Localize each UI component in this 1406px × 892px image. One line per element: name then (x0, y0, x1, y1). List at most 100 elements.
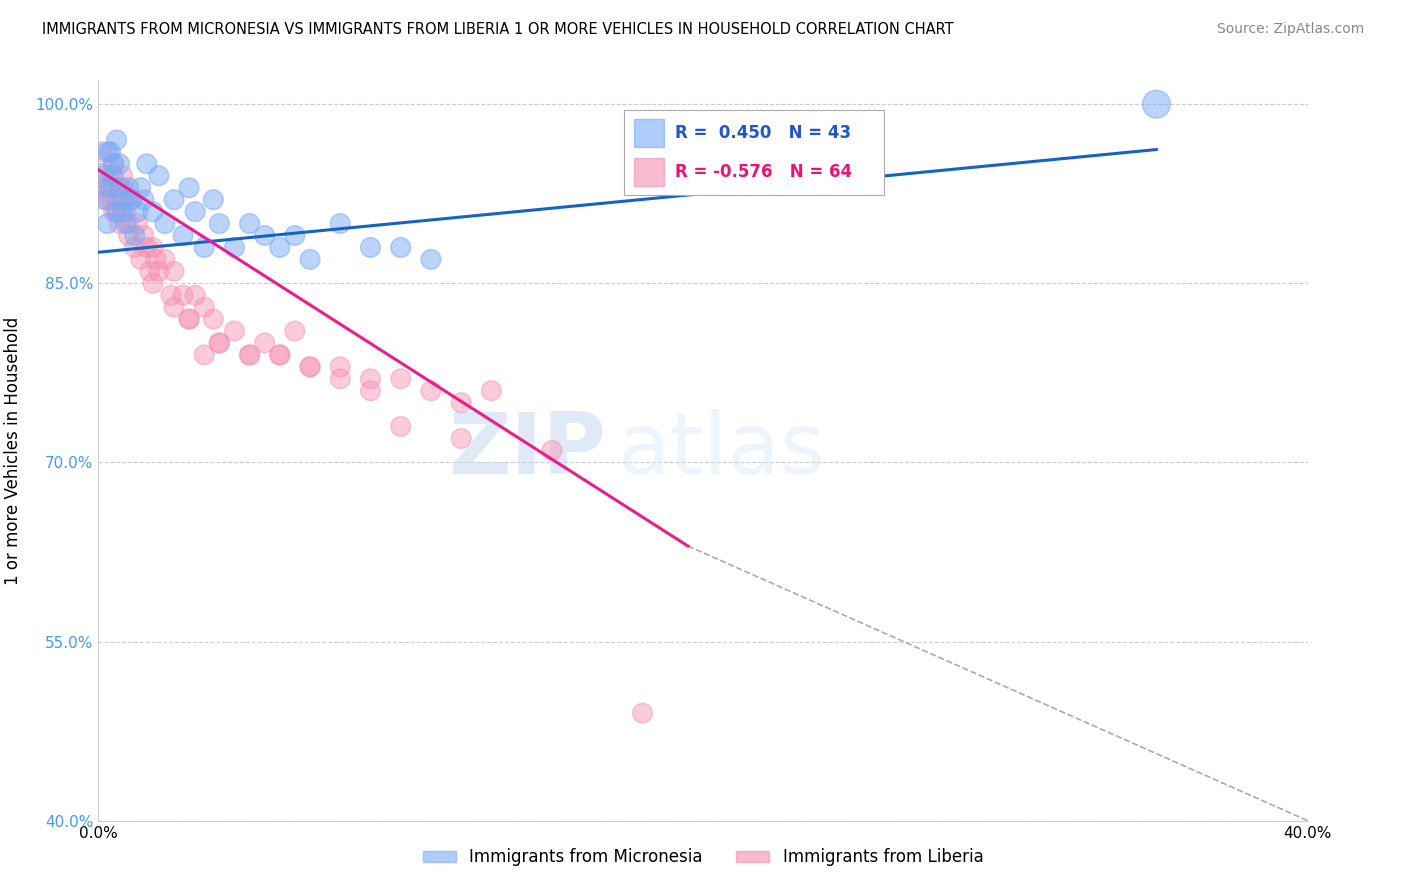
Point (193, 348, 215, 362)
Point (105, 133, 128, 147)
Point (360, 372, 382, 386)
Point (389, 419, 412, 434)
Point (108, 180, 131, 194)
Point (127, 204, 149, 219)
Point (329, 217, 352, 231)
Point (132, 228, 155, 243)
Text: R = -0.576   N = 64: R = -0.576 N = 64 (675, 163, 852, 181)
Point (284, 324, 307, 338)
Point (124, 240, 146, 254)
Point (239, 217, 262, 231)
Point (127, 217, 149, 231)
Point (148, 169, 170, 183)
Point (284, 228, 307, 243)
Point (239, 348, 262, 362)
Point (224, 240, 246, 254)
Point (111, 193, 134, 207)
Point (179, 312, 201, 326)
Point (142, 240, 165, 254)
Point (96, 193, 118, 207)
Point (163, 264, 186, 278)
Point (202, 193, 225, 207)
Point (93, 169, 115, 183)
Point (108, 217, 131, 231)
Point (193, 300, 215, 314)
Point (299, 359, 322, 374)
Point (90, 145, 112, 159)
Point (329, 372, 352, 386)
Point (269, 348, 291, 362)
Point (163, 193, 186, 207)
Point (118, 217, 141, 231)
Point (208, 336, 231, 351)
Point (253, 336, 276, 351)
Point (93, 193, 115, 207)
Point (129, 180, 152, 194)
Point (420, 384, 443, 398)
Point (114, 217, 136, 231)
Point (96, 217, 118, 231)
Text: atlas: atlas (619, 409, 827, 492)
Point (631, 706, 654, 721)
Point (253, 228, 276, 243)
Point (135, 240, 157, 254)
Point (269, 240, 291, 254)
Point (121, 193, 143, 207)
Point (105, 193, 128, 207)
Bar (634, 119, 664, 147)
Point (389, 240, 412, 254)
Point (111, 169, 134, 183)
Point (100, 169, 122, 183)
Point (100, 180, 122, 194)
Point (299, 252, 322, 267)
Point (96, 180, 118, 194)
Point (208, 336, 231, 351)
Point (163, 300, 186, 314)
Point (111, 204, 134, 219)
Point (100, 145, 122, 159)
Point (172, 228, 194, 243)
Point (121, 193, 143, 207)
Point (118, 228, 141, 243)
Point (114, 204, 136, 219)
Point (103, 204, 125, 219)
Point (148, 264, 170, 278)
Point (208, 217, 231, 231)
Legend: Immigrants from Micronesia, Immigrants from Liberia: Immigrants from Micronesia, Immigrants f… (416, 842, 990, 873)
Point (108, 157, 131, 171)
Point (184, 204, 207, 219)
Point (90, 169, 112, 183)
Point (329, 359, 352, 374)
Point (481, 384, 503, 398)
Point (202, 312, 225, 326)
Point (239, 348, 262, 362)
Bar (634, 158, 664, 186)
Point (103, 169, 125, 183)
Point (420, 252, 443, 267)
Point (153, 217, 176, 231)
Point (360, 384, 382, 398)
Point (269, 348, 291, 362)
Point (172, 288, 194, 302)
Point (93, 180, 115, 194)
Point (450, 395, 472, 409)
Y-axis label: 1 or more Vehicles in Household: 1 or more Vehicles in Household (4, 317, 21, 584)
Point (360, 240, 382, 254)
Point (132, 193, 155, 207)
Point (114, 193, 136, 207)
Point (389, 372, 412, 386)
Point (111, 180, 134, 194)
Point (179, 312, 201, 326)
Point (103, 157, 125, 171)
Point (193, 240, 215, 254)
Text: ZIP: ZIP (449, 409, 606, 492)
Point (105, 204, 128, 219)
Point (142, 204, 165, 219)
Point (160, 288, 183, 302)
Text: R =  0.450   N = 43: R = 0.450 N = 43 (675, 124, 851, 142)
Text: Source: ZipAtlas.com: Source: ZipAtlas.com (1216, 22, 1364, 37)
Point (124, 228, 146, 243)
Point (135, 157, 157, 171)
Bar (624, 110, 884, 195)
Point (129, 252, 152, 267)
